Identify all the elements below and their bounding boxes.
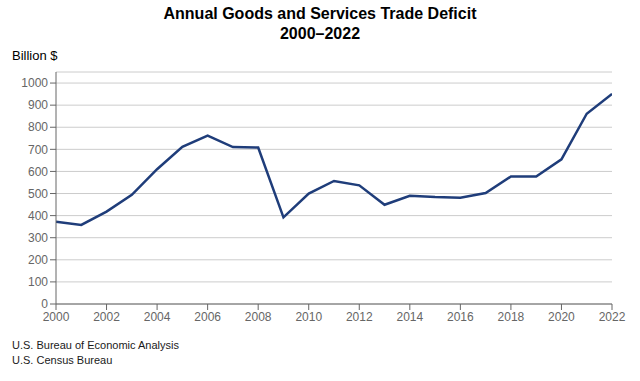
svg-text:2018: 2018 [498,310,525,324]
svg-text:100: 100 [28,275,48,289]
svg-text:400: 400 [28,209,48,223]
svg-text:2000: 2000 [43,310,70,324]
html-text:U.S. Bureau of Economic Analys: U.S. Bureau of Economic Analysis [12,339,179,351]
svg-text:800: 800 [28,120,48,134]
svg-text:0: 0 [41,297,48,311]
svg-text:2016: 2016 [447,310,474,324]
svg-text:2002: 2002 [93,310,120,324]
svg-text:500: 500 [28,187,48,201]
svg-text:2012: 2012 [346,310,373,324]
svg-text:700: 700 [28,143,48,157]
html-text:U.S. Census Bureau: U.S. Census Bureau [12,354,113,366]
svg-text:2020: 2020 [548,310,575,324]
svg-text:900: 900 [28,98,48,112]
svg-text:2010: 2010 [295,310,322,324]
html-text:Billion $: Billion $ [12,48,58,63]
svg-text:2006: 2006 [194,310,221,324]
svg-text:2004: 2004 [144,310,171,324]
svg-text:2014: 2014 [396,310,423,324]
html-text:2000–2022: 2000–2022 [280,25,360,42]
html-text:Annual Goods and Services Trad: Annual Goods and Services Trade Deficit [163,5,477,22]
svg-text:2008: 2008 [245,310,272,324]
svg-text:1000: 1000 [21,76,48,90]
svg-text:2022: 2022 [599,310,626,324]
svg-text:600: 600 [28,165,48,179]
svg-text:200: 200 [28,253,48,267]
svg-text:300: 300 [28,231,48,245]
